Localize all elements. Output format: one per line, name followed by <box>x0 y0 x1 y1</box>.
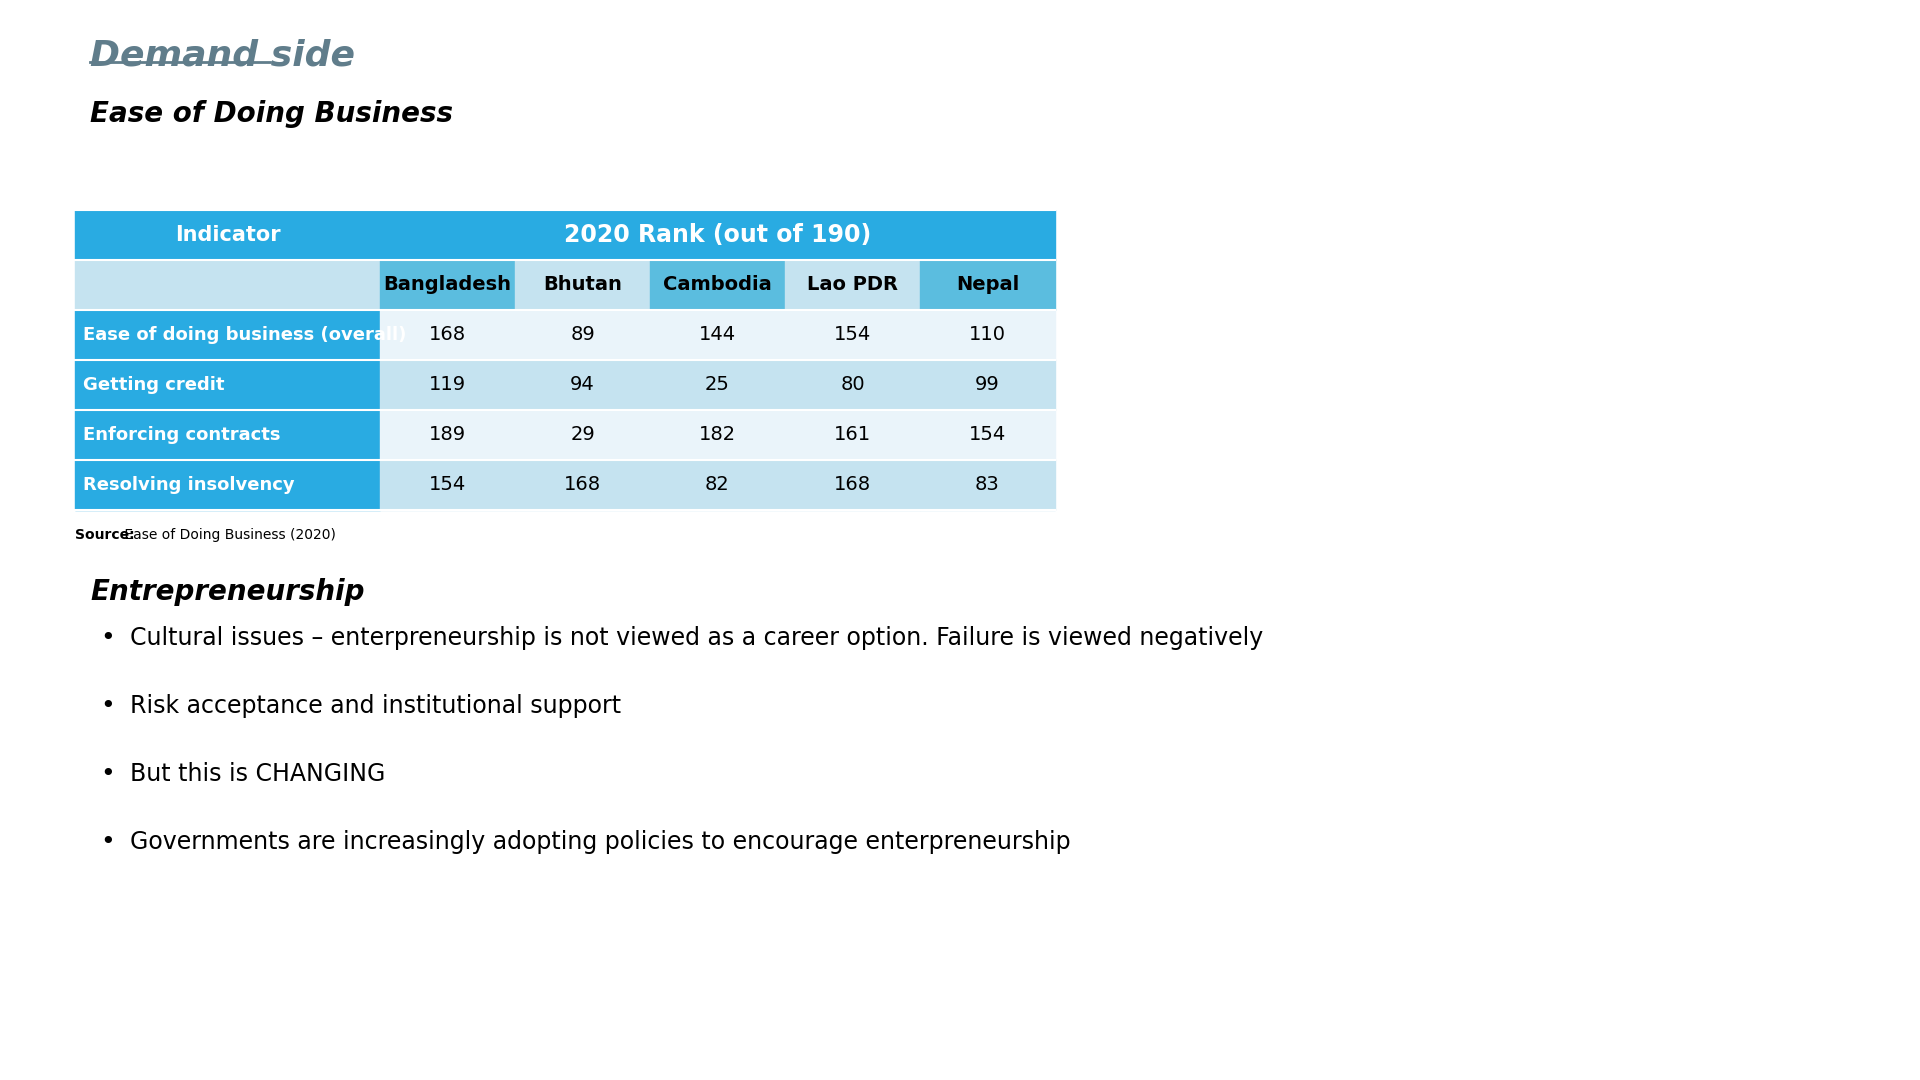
Text: Bhutan: Bhutan <box>543 275 622 295</box>
Text: Nepal: Nepal <box>956 275 1020 295</box>
Bar <box>785 260 920 310</box>
Text: •: • <box>100 694 115 718</box>
Bar <box>75 410 380 460</box>
Text: •: • <box>100 762 115 786</box>
Bar <box>920 410 1054 460</box>
Text: 99: 99 <box>975 376 1000 394</box>
Text: Governments are increasingly adopting policies to encourage enterpreneurship: Governments are increasingly adopting po… <box>131 831 1071 854</box>
Text: 83: 83 <box>975 475 1000 495</box>
Text: 119: 119 <box>428 376 467 394</box>
Text: Indicator: Indicator <box>175 225 280 245</box>
Text: Bangladesh: Bangladesh <box>384 275 511 295</box>
Bar <box>651 260 785 310</box>
Bar <box>651 360 785 410</box>
Text: Resolving insolvency: Resolving insolvency <box>83 476 294 494</box>
Bar <box>920 360 1054 410</box>
Text: 29: 29 <box>570 426 595 445</box>
Bar <box>515 410 651 460</box>
Bar <box>75 310 380 360</box>
Bar <box>651 460 785 510</box>
Bar <box>515 460 651 510</box>
Bar <box>75 460 380 510</box>
Bar <box>515 310 651 360</box>
Bar <box>380 360 515 410</box>
Text: 161: 161 <box>833 426 872 445</box>
Text: Enforcing contracts: Enforcing contracts <box>83 426 280 444</box>
Bar <box>920 260 1054 310</box>
Bar <box>515 360 651 410</box>
Text: Source:: Source: <box>75 528 134 542</box>
Text: 82: 82 <box>705 475 730 495</box>
Bar <box>75 360 380 410</box>
Text: 168: 168 <box>428 325 467 345</box>
Text: 94: 94 <box>570 376 595 394</box>
Text: 144: 144 <box>699 325 735 345</box>
Text: 154: 154 <box>428 475 467 495</box>
Bar <box>651 310 785 360</box>
Text: 89: 89 <box>570 325 595 345</box>
Text: Getting credit: Getting credit <box>83 376 225 394</box>
Text: 110: 110 <box>970 325 1006 345</box>
Text: Entrepreneurship: Entrepreneurship <box>90 578 365 606</box>
Text: 2020 Rank (out of 190): 2020 Rank (out of 190) <box>564 222 872 247</box>
Text: Lao PDR: Lao PDR <box>806 275 899 295</box>
Text: 80: 80 <box>841 376 864 394</box>
Text: 154: 154 <box>970 426 1006 445</box>
Text: •: • <box>100 831 115 854</box>
Bar <box>651 410 785 460</box>
Text: Cultural issues – enterpreneurship is not viewed as a career option. Failure is : Cultural issues – enterpreneurship is no… <box>131 626 1263 650</box>
Text: Risk acceptance and institutional support: Risk acceptance and institutional suppor… <box>131 694 622 718</box>
Text: Cambodia: Cambodia <box>662 275 772 295</box>
Text: 154: 154 <box>833 325 872 345</box>
Bar <box>380 260 515 310</box>
Text: •: • <box>100 626 115 650</box>
Bar <box>75 210 380 260</box>
Text: 25: 25 <box>705 376 730 394</box>
Bar <box>785 360 920 410</box>
Bar <box>785 460 920 510</box>
Text: 182: 182 <box>699 426 735 445</box>
Bar <box>785 310 920 360</box>
Bar <box>380 410 515 460</box>
Bar <box>515 260 651 310</box>
Bar <box>380 310 515 360</box>
Bar <box>380 460 515 510</box>
Text: 189: 189 <box>428 426 467 445</box>
Text: Ease of Doing Business (2020): Ease of Doing Business (2020) <box>119 528 336 542</box>
Text: 168: 168 <box>833 475 872 495</box>
Bar <box>785 410 920 460</box>
Bar <box>920 310 1054 360</box>
Text: Ease of doing business (overall): Ease of doing business (overall) <box>83 326 407 345</box>
Text: 168: 168 <box>564 475 601 495</box>
Text: Ease of Doing Business: Ease of Doing Business <box>90 100 453 129</box>
Bar <box>380 210 1054 260</box>
Text: Demand side: Demand side <box>90 38 355 72</box>
Text: But this is CHANGING: But this is CHANGING <box>131 762 386 786</box>
Bar <box>75 260 380 310</box>
Bar <box>920 460 1054 510</box>
